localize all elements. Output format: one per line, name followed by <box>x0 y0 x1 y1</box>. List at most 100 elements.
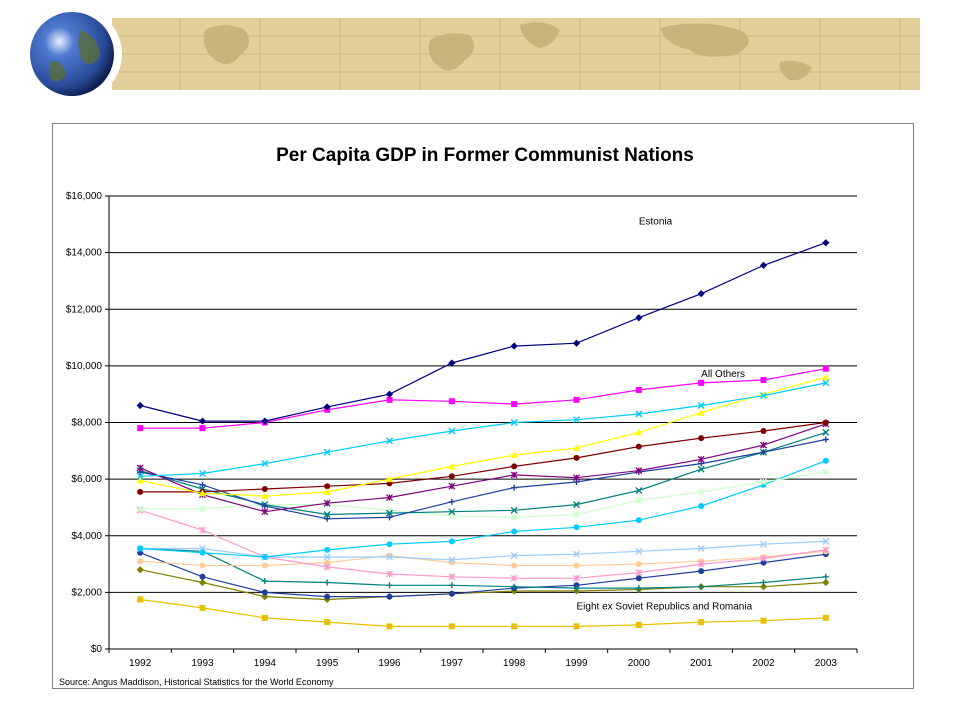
data-point <box>261 578 268 585</box>
data-point <box>511 583 518 590</box>
series <box>137 596 829 630</box>
data-point <box>698 503 705 510</box>
y-tick-label: $8,000 <box>71 418 102 429</box>
data-point <box>510 451 518 459</box>
data-point <box>448 573 456 581</box>
chart-frame: Per Capita GDP in Former Communist Natio… <box>52 123 914 689</box>
x-tick-label: 2001 <box>690 658 713 669</box>
data-point <box>759 261 768 269</box>
data-point <box>323 448 331 456</box>
x-tick-label: 1997 <box>441 658 464 669</box>
data-point <box>573 396 580 403</box>
data-point <box>448 482 456 490</box>
data-point <box>136 401 144 410</box>
globe-icon <box>28 7 122 101</box>
series-line <box>139 423 826 513</box>
data-point <box>323 499 331 507</box>
data-point <box>573 524 580 531</box>
series-line <box>140 242 827 422</box>
data-point <box>386 553 393 561</box>
data-point <box>511 484 518 491</box>
data-point <box>698 568 705 575</box>
data-point <box>573 623 580 630</box>
series <box>136 468 830 521</box>
data-point <box>511 463 518 470</box>
series-line <box>140 569 826 601</box>
data-point <box>635 410 643 418</box>
series-line <box>140 509 826 579</box>
data-point <box>822 457 829 464</box>
data-point <box>635 547 643 555</box>
data-point <box>324 559 331 566</box>
data-point <box>511 528 518 535</box>
series-line <box>140 540 826 561</box>
annotation-label: Estonia <box>639 216 673 227</box>
y-tick-label: $14,000 <box>66 248 103 259</box>
data-point <box>448 508 456 516</box>
data-point <box>573 416 580 424</box>
series-line <box>140 376 826 497</box>
grid-lines <box>109 195 857 593</box>
data-point <box>822 379 830 387</box>
data-point <box>323 511 331 519</box>
data-point <box>635 621 642 628</box>
data-point <box>822 436 829 443</box>
data-point <box>697 408 705 416</box>
x-tick-label: 1992 <box>129 658 152 669</box>
data-point <box>760 478 767 486</box>
data-point <box>759 583 768 591</box>
data-point <box>448 427 456 435</box>
x-tick-label: 2003 <box>815 658 838 669</box>
data-point <box>635 314 643 322</box>
series-line <box>140 431 826 516</box>
data-point <box>635 575 642 582</box>
data-point <box>198 489 207 497</box>
x-tick-label: 1994 <box>254 658 277 669</box>
series-line <box>140 382 826 477</box>
data-point <box>822 468 830 476</box>
data-point <box>510 342 518 350</box>
data-point <box>635 443 642 450</box>
data-point <box>635 496 643 504</box>
data-point <box>697 544 705 552</box>
series-lines <box>136 239 830 630</box>
data-point <box>760 617 767 624</box>
x-tick-label: 1998 <box>503 658 526 669</box>
banner-continents-icon <box>203 22 812 81</box>
data-point <box>199 573 206 580</box>
series-line <box>140 550 826 567</box>
data-point <box>510 513 518 521</box>
series <box>137 457 829 560</box>
data-point <box>510 471 518 479</box>
series-line <box>140 421 826 493</box>
data-point <box>448 398 455 405</box>
data-point <box>760 559 767 566</box>
chart-area: Per Capita GDP in Former Communist Natio… <box>59 145 858 687</box>
axes <box>105 195 858 653</box>
data-point <box>386 582 393 589</box>
series-line <box>140 368 826 429</box>
data-point <box>323 563 331 571</box>
data-point <box>698 583 705 590</box>
series-line <box>139 552 826 598</box>
data-point <box>573 574 580 582</box>
series-line <box>140 471 826 518</box>
data-point <box>324 593 331 600</box>
x-tick-label: 1999 <box>565 658 588 669</box>
data-point <box>136 464 144 472</box>
y-tick-label: $4,000 <box>71 531 102 542</box>
data-point <box>697 488 705 496</box>
data-point <box>822 239 830 247</box>
data-point <box>324 483 331 490</box>
data-point <box>261 508 269 516</box>
data-point <box>386 494 393 501</box>
data-point <box>822 428 830 436</box>
series <box>136 373 830 500</box>
data-point <box>261 589 268 596</box>
data-point <box>822 365 829 372</box>
data-point <box>573 511 580 518</box>
data-point <box>261 562 268 569</box>
data-point <box>822 537 830 545</box>
data-point <box>448 582 455 589</box>
series <box>137 419 829 495</box>
